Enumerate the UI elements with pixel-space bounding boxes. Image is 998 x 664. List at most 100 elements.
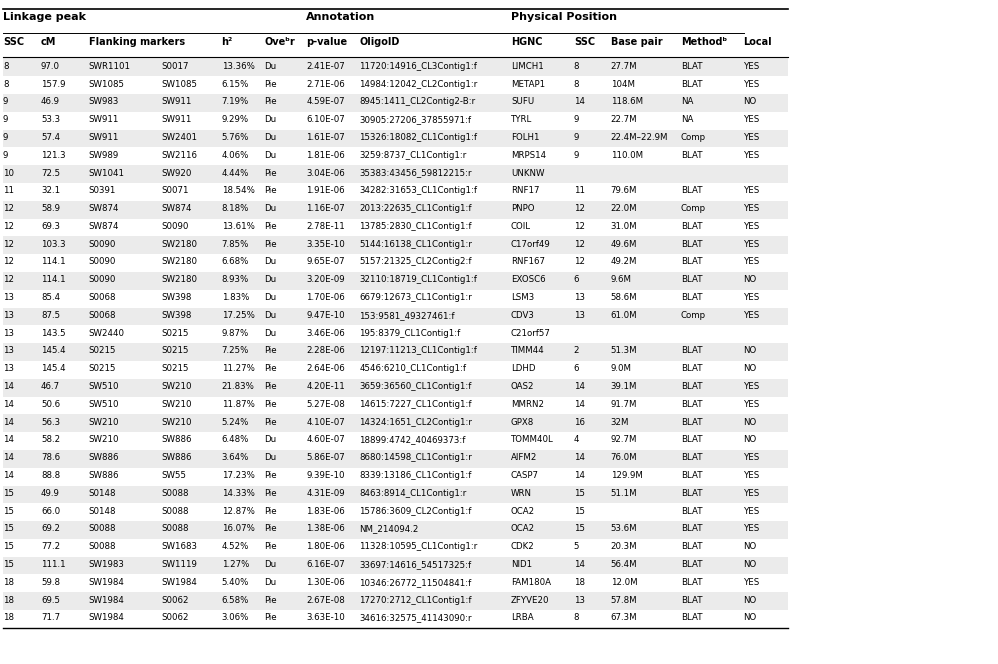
Text: SW989: SW989 [89,151,119,160]
Text: 18: 18 [3,614,14,622]
Text: S0088: S0088 [162,525,190,533]
Text: 61.0M: 61.0M [611,311,638,320]
Text: SWR1101: SWR1101 [89,62,131,71]
Text: 92.7M: 92.7M [611,436,638,444]
Text: SUFU: SUFU [511,98,534,106]
Text: 5: 5 [574,542,580,551]
Text: 15: 15 [574,507,585,516]
Text: 14615:7227_CL1Contig1:f: 14615:7227_CL1Contig1:f [359,400,472,409]
Text: 8: 8 [574,614,580,622]
Text: SW1984: SW1984 [162,578,198,587]
Text: 6.58%: 6.58% [222,596,249,605]
Text: 8.93%: 8.93% [222,276,249,284]
Text: 77.2: 77.2 [41,542,60,551]
Text: 6.10E-07: 6.10E-07 [306,115,345,124]
Text: 114.1: 114.1 [41,258,66,266]
Text: 2.41E-07: 2.41E-07 [306,62,345,71]
Text: SW2401: SW2401 [162,133,198,142]
Text: EXOSC6: EXOSC6 [511,276,546,284]
Text: SW1983: SW1983 [89,560,125,569]
Bar [3,378,788,396]
Text: YES: YES [744,489,759,498]
Text: SW886: SW886 [162,436,193,444]
Text: 1.81E-06: 1.81E-06 [306,151,345,160]
Text: S0062: S0062 [162,614,190,622]
Text: 17.25%: 17.25% [222,311,254,320]
Text: NO: NO [744,436,756,444]
Text: TYRL: TYRL [511,115,532,124]
Text: SW398: SW398 [162,311,192,320]
Text: 18899:4742_40469373:f: 18899:4742_40469373:f [359,436,466,444]
Text: Comp: Comp [681,133,706,142]
Text: 18.54%: 18.54% [222,187,254,195]
Text: 14: 14 [3,471,14,480]
Text: SW874: SW874 [89,204,120,213]
Text: 66.0: 66.0 [41,507,60,516]
Text: S0391: S0391 [89,187,116,195]
Text: 8: 8 [3,80,9,88]
Bar [3,414,788,432]
Text: Base pair: Base pair [611,37,663,46]
Text: 32M: 32M [611,418,630,427]
Text: 1.70E-06: 1.70E-06 [306,293,345,302]
Text: 13.36%: 13.36% [222,62,254,71]
Text: 14: 14 [574,400,585,409]
Text: BLAT: BLAT [681,240,703,249]
Text: 18: 18 [3,578,14,587]
Text: 9: 9 [3,115,8,124]
Text: 97.0: 97.0 [41,62,60,71]
Text: 14: 14 [3,418,14,427]
Text: BLAT: BLAT [681,542,703,551]
Text: YES: YES [744,293,759,302]
Text: 104M: 104M [611,80,635,88]
Bar [3,272,788,290]
Text: BLAT: BLAT [681,525,703,533]
Text: BLAT: BLAT [681,578,703,587]
Text: 15: 15 [574,489,585,498]
Text: Du: Du [264,115,276,124]
Text: 5.76%: 5.76% [222,133,249,142]
Text: 58.9: 58.9 [41,204,60,213]
Text: OCA2: OCA2 [511,525,535,533]
Text: Pie: Pie [264,240,277,249]
Text: 6: 6 [574,365,580,373]
Text: LDHD: LDHD [511,365,536,373]
Text: 49.2M: 49.2M [611,258,638,266]
Text: SW1984: SW1984 [89,596,125,605]
Text: 85.4: 85.4 [41,293,60,302]
Text: YES: YES [744,204,759,213]
Text: 5.24%: 5.24% [222,418,249,427]
Text: SW1085: SW1085 [162,80,198,88]
Text: LRBA: LRBA [511,614,534,622]
Text: Pie: Pie [264,222,277,231]
Text: 8: 8 [574,80,580,88]
Text: OAS2: OAS2 [511,382,535,391]
Text: 13: 13 [574,293,585,302]
Bar [3,485,788,503]
Text: 4.06%: 4.06% [222,151,249,160]
Text: Du: Du [264,62,276,71]
Text: S0017: S0017 [162,62,190,71]
Text: 35383:43456_59812215:r: 35383:43456_59812215:r [359,169,472,177]
Text: 9.29%: 9.29% [222,115,249,124]
Text: BLAT: BLAT [681,187,703,195]
Text: 15: 15 [3,525,14,533]
Text: NO: NO [744,418,756,427]
Text: Pie: Pie [264,418,277,427]
Text: 7.19%: 7.19% [222,98,249,106]
Text: S0088: S0088 [162,489,190,498]
Text: GPX8: GPX8 [511,418,534,427]
Text: 6679:12673_CL1Contig1:r: 6679:12673_CL1Contig1:r [359,293,472,302]
Text: C17orf49: C17orf49 [511,240,551,249]
Text: 27.7M: 27.7M [611,62,638,71]
Text: Pie: Pie [264,382,277,391]
Text: 12: 12 [3,222,14,231]
Text: Du: Du [264,133,276,142]
Text: NO: NO [744,98,756,106]
Text: 8945:1411_CL2Contig2-B:r: 8945:1411_CL2Contig2-B:r [359,98,475,106]
Text: Pie: Pie [264,507,277,516]
Text: 76.0M: 76.0M [611,454,638,462]
Text: Du: Du [264,311,276,320]
Text: 145.4: 145.4 [41,347,66,355]
Text: AIFM2: AIFM2 [511,454,537,462]
